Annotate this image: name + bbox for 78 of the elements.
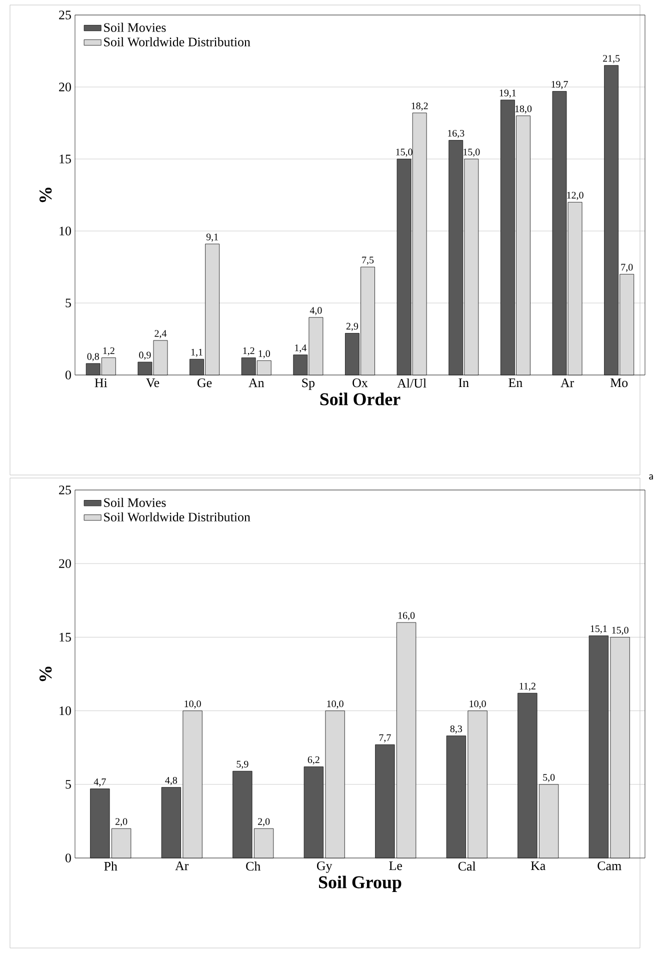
y-tick-label: 0 xyxy=(66,854,72,862)
x-tick-label: Cal xyxy=(458,862,476,871)
data-label: 1,1 xyxy=(191,348,202,357)
data-label: 2,0 xyxy=(258,818,270,826)
data-label: 7,7 xyxy=(379,734,391,742)
text: a xyxy=(649,474,653,480)
y-tick-label: 10 xyxy=(60,226,72,236)
data-label: 5,9 xyxy=(236,760,248,769)
x-axis-title: Soil Group xyxy=(319,876,402,892)
x-axis-title: Soil Order xyxy=(320,392,400,406)
x-tick-label: Gy xyxy=(317,862,332,873)
data-label: 18,2 xyxy=(412,102,428,111)
x-tick-label: In xyxy=(458,378,469,387)
data-label: 7,0 xyxy=(621,264,633,272)
x-tick-label: Le xyxy=(389,862,402,870)
y-tick-label: 0 xyxy=(66,370,72,380)
data-label: 11,2 xyxy=(520,682,536,691)
legend-label: Soil Movies xyxy=(104,498,166,507)
data-label: 1,2 xyxy=(243,347,254,356)
data-label: 19,1 xyxy=(500,90,516,98)
data-label: 15,0 xyxy=(612,626,628,635)
x-tick-label: Ka xyxy=(530,862,546,870)
x-tick-label: Ve xyxy=(146,378,160,388)
x-tick-label: Al/Ul xyxy=(397,378,426,388)
data-label: 7,5 xyxy=(362,256,374,265)
data-label: 2,9 xyxy=(346,322,358,332)
x-tick-label: Ch xyxy=(246,862,261,871)
y-axis-title: % xyxy=(40,188,52,202)
data-label: 19,7 xyxy=(552,80,568,90)
x-tick-label: Ge xyxy=(198,378,212,388)
data-label: 0,8 xyxy=(87,353,100,362)
y-tick-label: 20 xyxy=(59,82,72,92)
legend-label: Soil Worldwide Distribution xyxy=(104,512,250,522)
data-label: 21,5 xyxy=(603,55,620,64)
y-tick-label: 15 xyxy=(60,154,71,164)
data-label: 10,0 xyxy=(470,700,486,709)
y-tick-label: 15 xyxy=(60,632,71,642)
data-label: 10,0 xyxy=(327,700,344,709)
data-label: 15,0 xyxy=(396,148,412,157)
x-tick-label: An xyxy=(248,378,264,388)
y-tick-label: 25 xyxy=(59,486,71,494)
data-label: 15,1 xyxy=(590,625,607,634)
data-label: 12,0 xyxy=(567,192,584,200)
data-label: 5,0 xyxy=(543,774,555,782)
data-label: 1,0 xyxy=(258,350,270,358)
x-tick-label: Ph xyxy=(104,862,118,870)
legend-label: Soil Movies xyxy=(104,22,166,32)
data-label: 0,9 xyxy=(139,352,151,360)
data-label: 4,0 xyxy=(310,307,322,316)
x-tick-label: Ar xyxy=(560,378,574,388)
x-tick-label: Ox xyxy=(352,378,368,388)
data-label: 18,0 xyxy=(515,105,532,114)
data-label: 16,0 xyxy=(398,612,415,620)
legend-label: Soil Worldwide Distribution xyxy=(104,37,250,46)
y-tick-label: 20 xyxy=(59,559,72,568)
data-label: 16,3 xyxy=(448,130,464,138)
data-label: 8,3 xyxy=(450,725,462,734)
y-tick-label: 10 xyxy=(60,706,72,716)
data-label: 4,7 xyxy=(94,778,106,787)
data-label: 1,4 xyxy=(295,344,306,353)
data-label: 10,0 xyxy=(184,700,201,709)
y-tick-label: 25 xyxy=(59,10,71,20)
x-tick-label: Sp xyxy=(302,378,315,390)
data-label: 9,1 xyxy=(206,234,218,242)
x-tick-label: En xyxy=(508,378,522,387)
data-label: 2,0 xyxy=(116,818,128,826)
y-axis-title: % xyxy=(40,666,52,682)
data-label: 2,4 xyxy=(154,330,167,338)
data-label: 6,2 xyxy=(308,756,320,765)
x-tick-label: Ar xyxy=(175,862,189,870)
y-tick-label: 5 xyxy=(66,298,71,308)
data-label: 4,8 xyxy=(165,776,178,786)
data-label: 15,0 xyxy=(464,148,480,157)
x-tick-label: Hi xyxy=(94,378,108,388)
x-tick-label: Mo xyxy=(610,378,628,388)
y-tick-label: 5 xyxy=(66,780,71,789)
data-label: 1,2 xyxy=(103,347,114,356)
x-tick-label: Cam xyxy=(598,862,622,870)
